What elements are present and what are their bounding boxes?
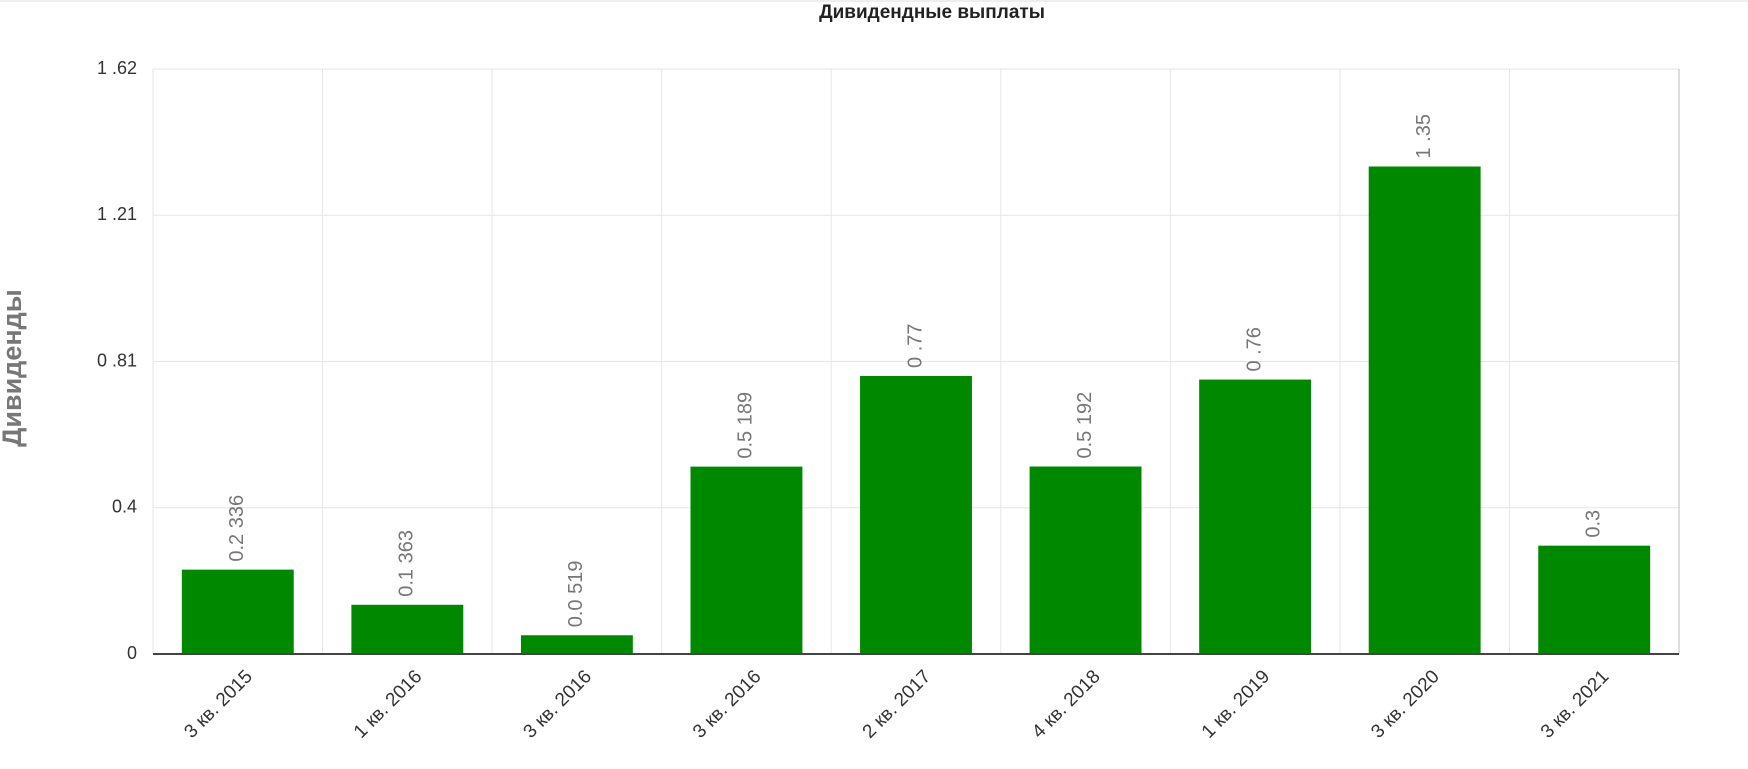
x-tick-label: 3 кв. 2016 (689, 666, 765, 742)
data-label: 0.0 519 (565, 561, 587, 628)
chart-title: Дивидендные выплаты (819, 2, 1045, 23)
bar (690, 466, 803, 654)
x-tick-label: 3 кв. 2016 (520, 666, 596, 742)
bar (181, 569, 294, 654)
data-label: 0.3 (1583, 510, 1605, 538)
x-tick-label: 2 кв. 2017 (859, 666, 935, 742)
bar (351, 604, 464, 654)
data-label: 0 .76 (1243, 327, 1265, 371)
x-tick-label: 1 кв. 2016 (350, 666, 426, 742)
y-tick-label: 1 .62 (97, 58, 137, 78)
x-tick-label: 3 кв. 2021 (1537, 666, 1613, 742)
y-tick-label: 1 .21 (97, 204, 137, 224)
data-label: 0 .77 (904, 323, 926, 367)
y-tick-label: 0 (127, 643, 137, 663)
data-label: 0.5 189 (735, 392, 757, 459)
bar (1199, 379, 1312, 654)
data-label: 0.1 363 (396, 530, 418, 597)
x-tick-label: 3 кв. 2015 (180, 666, 256, 742)
y-tick-label: 0.4 (112, 497, 137, 517)
y-tick-label: 0 .81 (97, 350, 137, 370)
bar (1368, 166, 1481, 654)
x-tick-label: 4 кв. 2018 (1028, 666, 1104, 742)
bar (1029, 466, 1142, 654)
data-label: 0.5 192 (1074, 392, 1096, 459)
bar (520, 635, 633, 654)
data-label: 1 .35 (1413, 114, 1435, 158)
bar (1538, 545, 1651, 654)
y-axis-label: Дивиденды (0, 289, 27, 447)
x-tick-label: 3 кв. 2020 (1367, 666, 1443, 742)
bar (860, 375, 972, 654)
x-tick-label: 1 кв. 2019 (1198, 666, 1274, 742)
data-label: 0.2 336 (226, 495, 248, 562)
